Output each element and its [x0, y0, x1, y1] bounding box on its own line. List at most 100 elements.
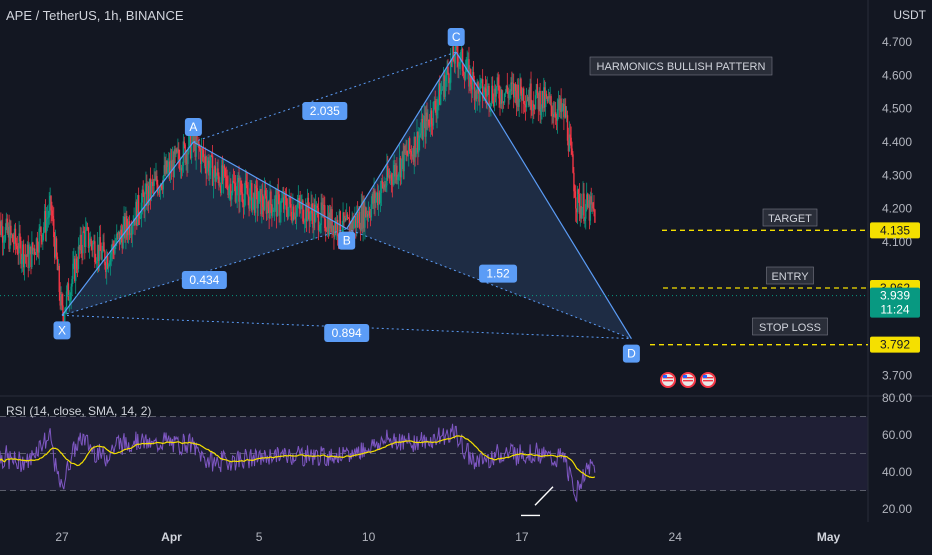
candle-body: [231, 181, 234, 193]
candle-body: [52, 215, 54, 219]
candle-body: [217, 168, 219, 176]
candle-body: [56, 256, 59, 271]
candle-body: [24, 255, 27, 257]
candle-body: [575, 197, 577, 209]
candle-body: [565, 106, 567, 118]
candle-body: [365, 207, 367, 217]
rsi-line: [0, 423, 596, 503]
candle-body: [230, 183, 232, 200]
candle-body: [46, 218, 49, 220]
candle-body: [432, 102, 435, 126]
candle-body: [181, 165, 184, 171]
candle-body: [471, 72, 474, 90]
candle-body: [458, 63, 460, 67]
candle-body: [126, 215, 128, 230]
candle-body: [84, 232, 86, 248]
rsi-tick: 60.00: [882, 428, 912, 442]
candle-body: [70, 286, 72, 300]
candle-body: [64, 312, 66, 322]
candle-body: [123, 216, 125, 227]
candle-body: [345, 218, 347, 221]
candle-body: [253, 192, 256, 213]
candle-body: [503, 93, 506, 103]
candle-body: [367, 211, 370, 217]
level-price-text: 3.792: [880, 338, 910, 352]
candle-body: [408, 138, 410, 156]
candle-body: [76, 268, 79, 270]
candle-body: [438, 83, 440, 100]
candle-body: [554, 112, 557, 118]
level-price-text: 4.135: [880, 223, 910, 237]
candle-body: [527, 96, 529, 102]
candle-body: [523, 103, 526, 105]
rsi-tick: 40.00: [882, 465, 912, 479]
candle-body: [1, 226, 4, 243]
candle-body: [30, 246, 32, 268]
candle-body: [178, 149, 180, 160]
candle-body: [135, 201, 137, 226]
symbol-title: APE / TetherUS, 1h, BINANCE: [6, 8, 184, 23]
point-label-d-bg: [622, 344, 640, 363]
event-icon-stripe: [663, 377, 673, 379]
candle-body: [448, 73, 450, 84]
level-label-bg: [762, 208, 818, 227]
candle-body: [425, 112, 427, 137]
candle-body: [565, 115, 568, 118]
candle-body: [116, 233, 118, 244]
candle-body: [321, 202, 323, 210]
candle-body: [207, 160, 209, 166]
candle-body: [496, 77, 498, 87]
candle-body: [411, 154, 414, 157]
candle-body: [412, 154, 415, 162]
candle-body: [450, 59, 453, 62]
candle-body: [33, 248, 36, 255]
candle-body: [69, 299, 71, 301]
candle-body: [122, 226, 124, 249]
candle-body: [536, 84, 539, 93]
candle-body: [329, 212, 331, 229]
candle-body: [390, 174, 393, 181]
candle-body: [511, 82, 513, 84]
candle-body: [370, 204, 373, 218]
candle-body: [502, 101, 505, 103]
candle-body: [314, 204, 316, 222]
candle-body: [83, 231, 85, 233]
point-label-c: C: [447, 27, 465, 46]
candle-body: [421, 118, 424, 140]
candle-body: [110, 251, 112, 255]
candle-body: [201, 148, 204, 151]
candle-body: [245, 180, 248, 186]
candle-body: [505, 85, 508, 93]
candle-body: [267, 201, 269, 208]
candle-body: [125, 215, 127, 238]
candle-body: [232, 181, 235, 183]
candle-body: [488, 86, 490, 106]
candle-body: [92, 242, 94, 250]
rsi-title: RSI (14, close, SMA, 14, 2): [6, 404, 152, 418]
candle-body: [325, 227, 327, 231]
pattern-ratio-line: [346, 228, 632, 340]
candle-body: [145, 183, 147, 192]
candle-body: [194, 135, 196, 157]
candle-body: [304, 205, 307, 222]
candle-body: [37, 251, 39, 253]
candle-body: [327, 216, 330, 235]
candle-body: [180, 167, 183, 171]
candle-body: [17, 253, 19, 255]
candle-body: [237, 177, 239, 182]
candle-body: [537, 92, 540, 110]
candle-body: [264, 190, 267, 196]
candle-body: [313, 204, 315, 228]
point-label-c-bg: [447, 27, 465, 46]
candle-body: [589, 196, 592, 221]
candle-body: [35, 238, 38, 255]
candle-body: [82, 231, 84, 254]
candle-body: [436, 106, 438, 116]
time-tick: May: [817, 530, 841, 544]
candle-body: [447, 66, 449, 74]
candle-body: [306, 197, 309, 222]
candle-body: [143, 196, 145, 212]
candle-body: [570, 137, 572, 149]
candle-body: [567, 140, 570, 152]
